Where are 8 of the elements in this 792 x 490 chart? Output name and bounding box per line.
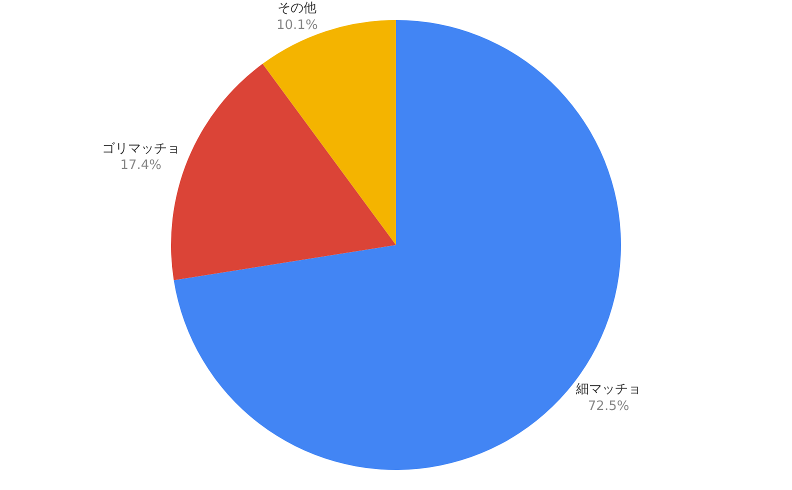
data-label: 72.5% <box>588 398 630 414</box>
slice-label: ゴリマッチョ <box>102 141 180 156</box>
slice-label: 細マッチョ <box>575 382 642 397</box>
pie-slice <box>262 20 396 245</box>
pie-slice <box>171 64 396 280</box>
data-label: 17.4% <box>120 158 162 174</box>
slice-label: その他 <box>278 0 317 16</box>
data-label: 10.1% <box>276 18 318 33</box>
